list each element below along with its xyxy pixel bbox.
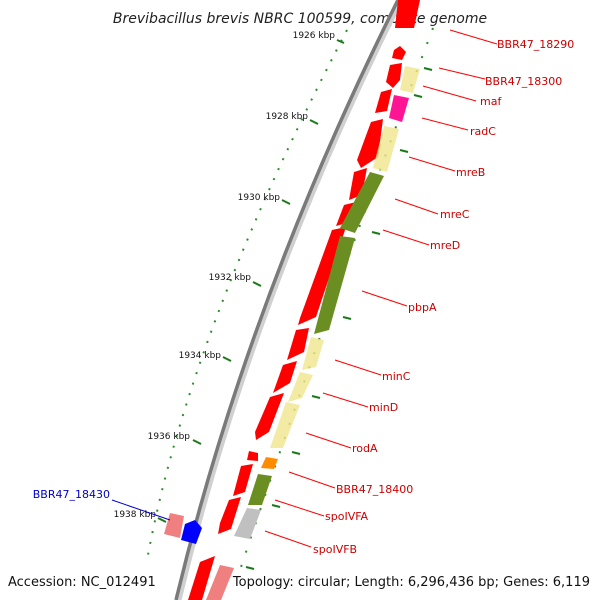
feature-block	[261, 457, 278, 469]
tick-mark	[192, 439, 202, 445]
scale-ticks	[157, 39, 345, 523]
feature-block	[248, 474, 272, 505]
label-connectors	[111, 29, 498, 548]
gene-label[interactable]: rodA	[352, 442, 378, 455]
inner-ticks	[245, 67, 433, 570]
cds-feature	[218, 497, 241, 534]
feature-block	[373, 126, 399, 172]
tick-mark	[252, 281, 262, 287]
tick-label: 1932 kbp	[209, 273, 252, 283]
cds-feature-blue	[181, 520, 202, 544]
gene-label[interactable]: mreB	[456, 166, 485, 179]
tick-mark	[309, 119, 319, 125]
tick-mark	[222, 356, 232, 362]
feature-block	[206, 565, 234, 600]
cds-feature-light	[164, 513, 184, 538]
feature-block	[340, 172, 384, 233]
gene-label[interactable]: pbpA	[408, 301, 437, 314]
gene-label[interactable]: mreD	[430, 239, 460, 252]
cds-feature	[273, 361, 297, 393]
accession-label: Accession: NC_012491	[8, 575, 156, 590]
feature-block	[288, 372, 313, 402]
gene-label[interactable]: BBR47_18400	[336, 483, 413, 496]
feature-block	[270, 402, 300, 448]
tick-label: 1934 kbp	[179, 351, 222, 361]
feature-block	[389, 95, 409, 122]
gene-label[interactable]: BBR47_18290	[497, 38, 574, 51]
genome-backbone-shadow	[174, 0, 404, 600]
cds-feature	[395, 0, 420, 28]
feature-block	[302, 337, 324, 370]
tick-label: 1938 kbp	[114, 510, 157, 520]
gene-label[interactable]: BBR47_18430	[33, 488, 110, 501]
gene-label[interactable]: spoIVFB	[313, 543, 357, 556]
cds-feature	[386, 63, 402, 88]
cds-feature	[375, 89, 392, 113]
feature-track	[206, 66, 420, 600]
tick-label: 1936 kbp	[148, 432, 191, 442]
tick-label: 1926 kbp	[293, 31, 336, 41]
gene-label[interactable]: radC	[470, 125, 496, 138]
tick-mark	[336, 39, 345, 44]
cds-feature	[233, 464, 253, 496]
topology-label: Topology: circular; Length: 6,296,436 bp…	[232, 575, 590, 590]
cds-feature	[392, 46, 406, 60]
feature-block	[400, 66, 420, 93]
dotted-tick-ring	[147, 29, 348, 556]
tick-labels: 1926 kbp 1928 kbp 1930 kbp 1932 kbp 1934…	[114, 31, 336, 520]
map-title: Brevibacillus brevis NBRC 100599, comple…	[113, 11, 487, 27]
tick-label: 1930 kbp	[238, 193, 281, 203]
gene-label[interactable]: BBR47_18300	[485, 75, 562, 88]
genome-backbone	[174, 0, 400, 600]
gene-label[interactable]: minD	[369, 401, 398, 414]
gene-label[interactable]: minC	[382, 370, 411, 383]
gene-label[interactable]: mreC	[440, 208, 470, 221]
cds-feature	[188, 556, 215, 600]
gene-label[interactable]: spoIVFA	[325, 510, 369, 523]
feature-block	[314, 236, 355, 334]
cds-track	[188, 0, 420, 600]
tick-mark	[157, 517, 167, 523]
cds-feature	[255, 393, 284, 440]
cds-feature	[247, 451, 258, 461]
feature-block	[234, 508, 261, 539]
cds-feature	[287, 328, 309, 360]
tick-label: 1928 kbp	[266, 112, 309, 122]
tick-mark	[281, 199, 291, 205]
cds-feature	[298, 227, 346, 325]
gene-label[interactable]: maf	[480, 95, 502, 108]
